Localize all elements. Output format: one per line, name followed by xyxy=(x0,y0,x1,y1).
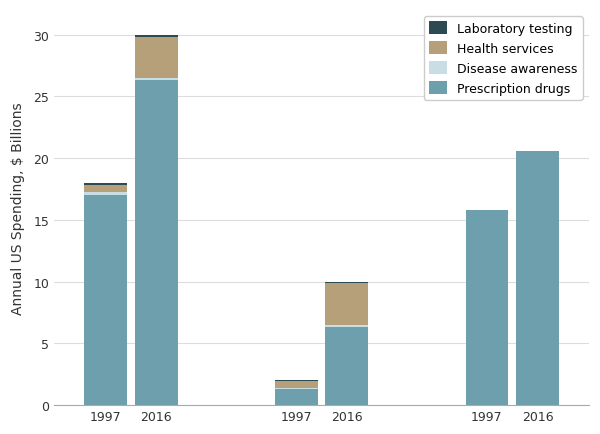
Bar xyxy=(135,81,178,405)
Bar xyxy=(516,151,559,405)
Bar xyxy=(325,326,368,328)
Bar xyxy=(84,196,127,405)
Bar xyxy=(84,184,127,186)
Bar xyxy=(275,388,317,389)
Bar xyxy=(325,283,368,284)
Bar xyxy=(135,36,178,38)
Legend: Laboratory testing, Health services, Disease awareness, Prescription drugs: Laboratory testing, Health services, Dis… xyxy=(424,17,583,100)
Bar xyxy=(84,192,127,196)
Bar xyxy=(325,284,368,326)
Bar xyxy=(275,389,317,405)
Bar xyxy=(275,381,317,388)
Bar xyxy=(325,328,368,405)
Bar xyxy=(135,79,178,81)
Bar xyxy=(466,210,508,405)
Bar xyxy=(84,186,127,192)
Bar xyxy=(135,38,178,79)
Y-axis label: Annual US Spending, $ Billions: Annual US Spending, $ Billions xyxy=(11,102,25,314)
